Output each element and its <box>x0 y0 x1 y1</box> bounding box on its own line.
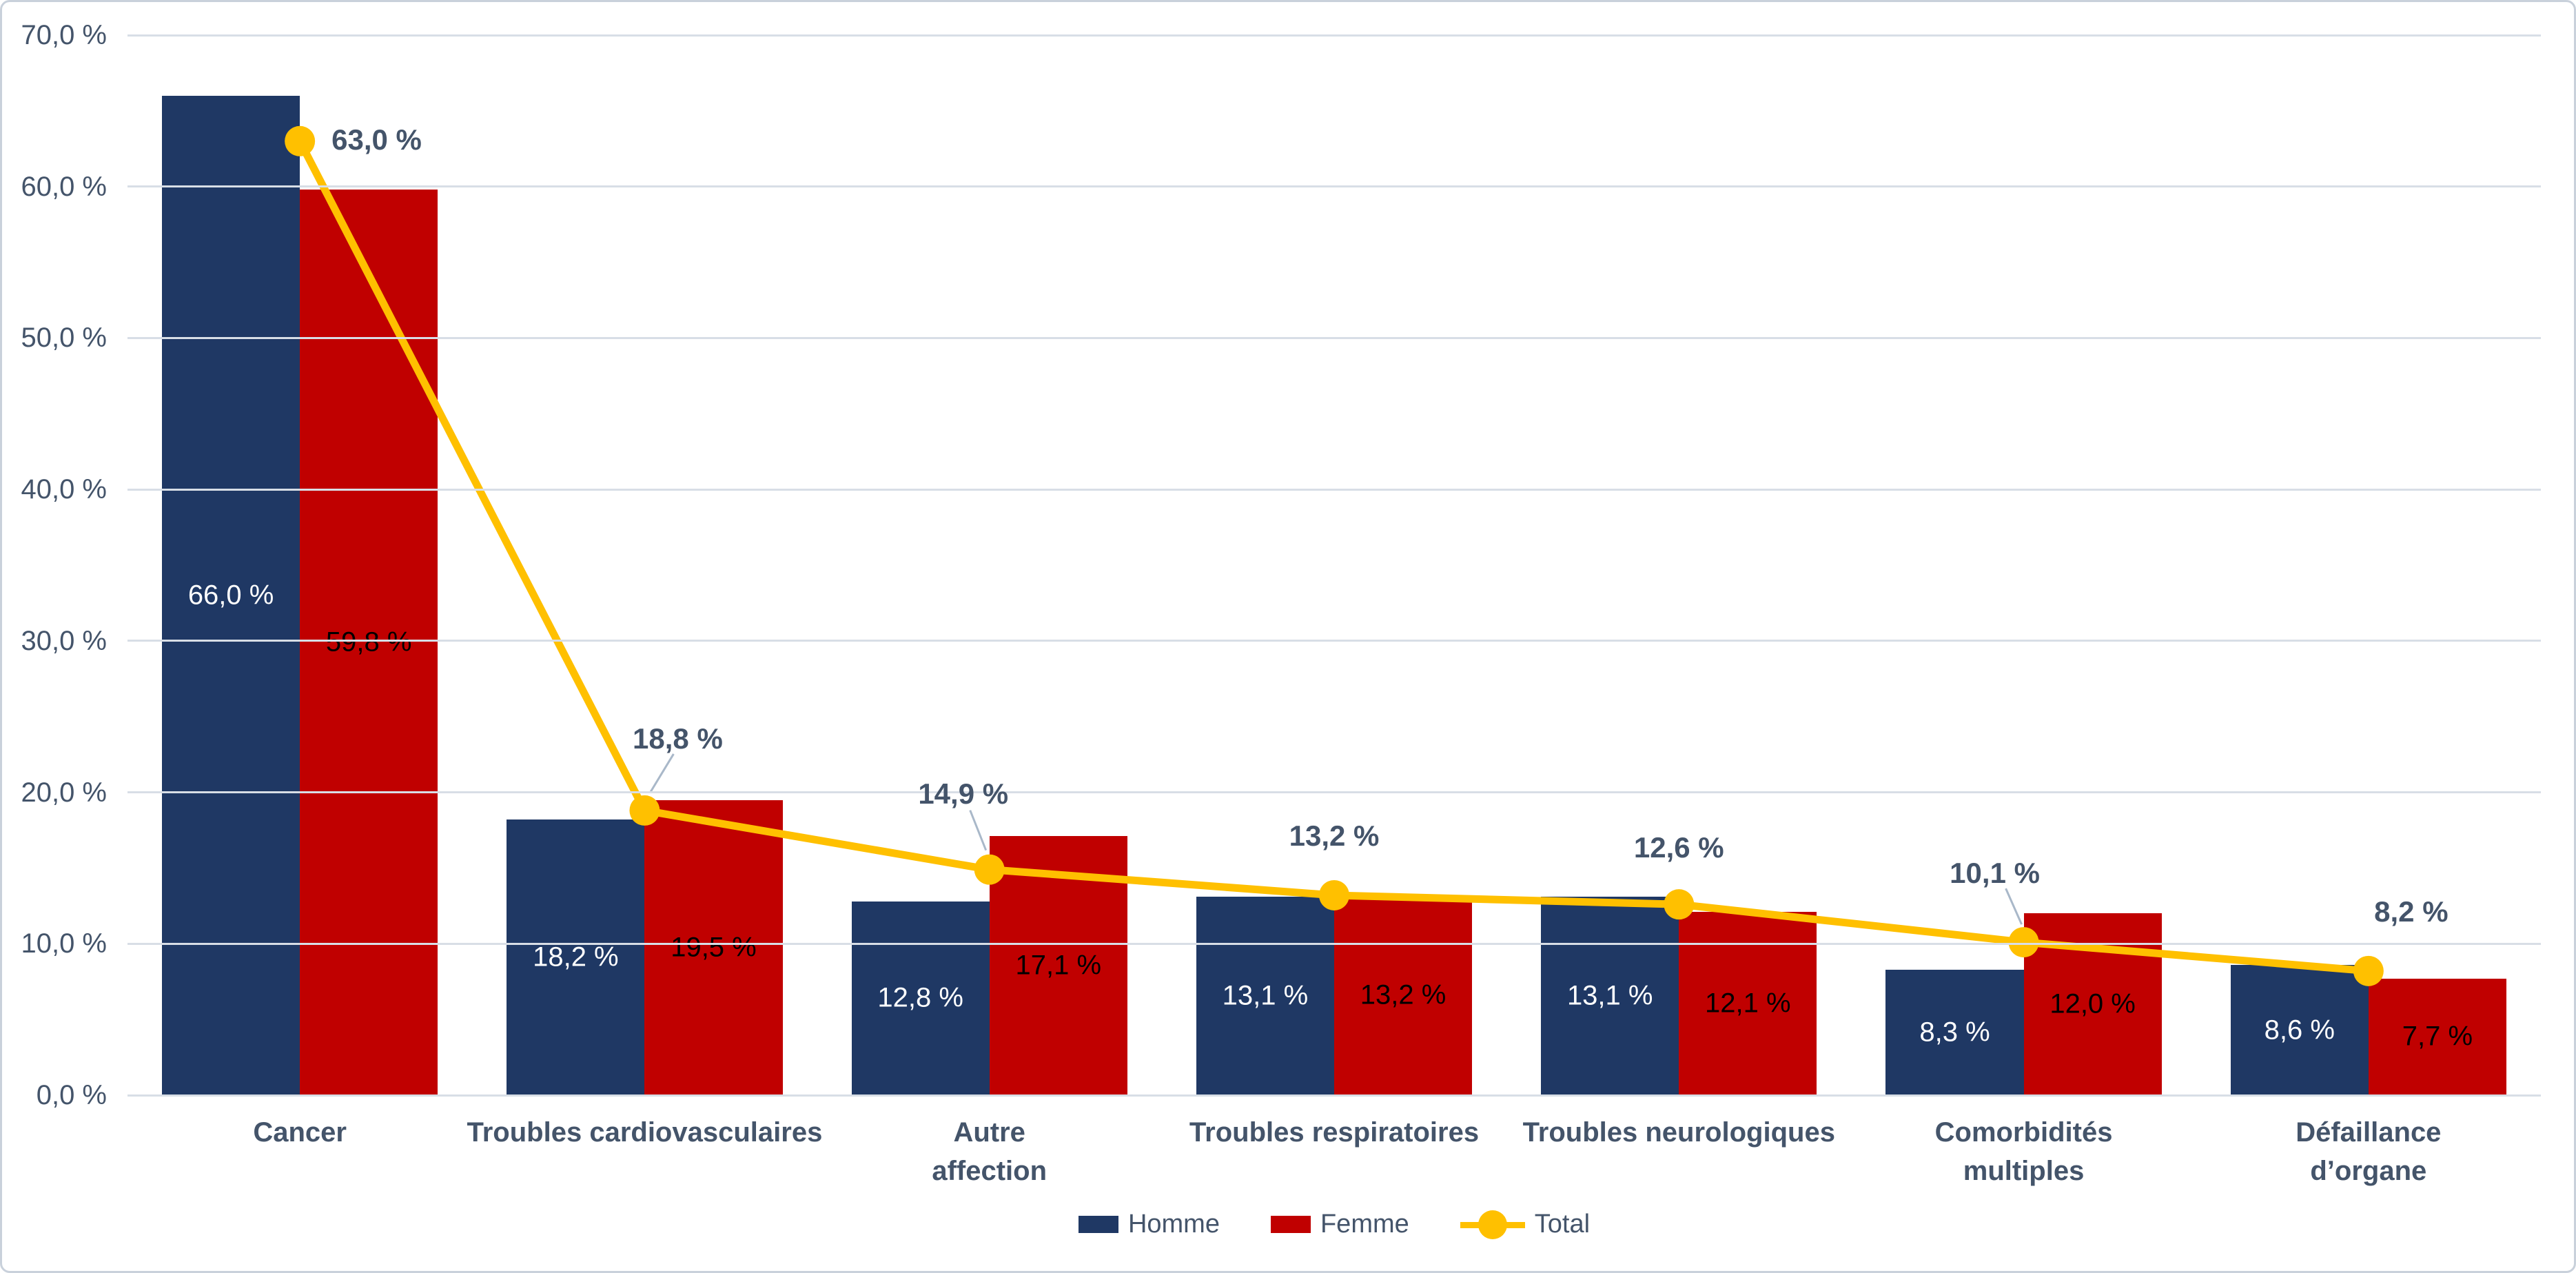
category-label: Cancer <box>253 1117 347 1148</box>
gridline <box>127 336 2541 339</box>
y-axis-tick-label: 0,0 % <box>36 1080 107 1110</box>
total-value-label: 12,6 % <box>1633 831 1724 864</box>
femme-bar-value-label: 59,8 % <box>325 627 412 658</box>
femme-bar: 12,0 % <box>2023 913 2162 1095</box>
category-slot: 18,2 % 19,5 % Troubles cardiovasculaires <box>467 35 822 1148</box>
bar-pair: 13,1 % 13,2 % <box>1162 35 1506 1095</box>
femme-bar-value-label: 19,5 % <box>671 932 757 963</box>
gridline <box>127 488 2541 491</box>
homme-bar: 66,0 % <box>162 95 300 1095</box>
homme-bar: 8,3 % <box>1885 969 2024 1095</box>
bar-pair: 8,3 % 12,0 % <box>1851 35 2196 1095</box>
homme-bar-value-label: 8,3 % <box>1919 1017 1990 1048</box>
bar-pair: 18,2 % 19,5 % <box>472 35 817 1095</box>
category-slot: 13,1 % 13,2 % Troubles respiratoires <box>1162 35 1506 1148</box>
category-label: Troubles respiratoires <box>1189 1117 1480 1148</box>
homme-bar-value-label: 66,0 % <box>187 580 274 611</box>
bar-pair: 8,6 % 7,7 % <box>2196 35 2541 1095</box>
legend: Homme Femme Total <box>127 1210 2541 1239</box>
category-slot: 8,6 % 7,7 % Défaillance d’organe <box>2196 35 2541 1186</box>
legend-label: Homme <box>1127 1210 1220 1239</box>
homme-bar-value-label: 8,6 % <box>2264 1015 2335 1046</box>
homme-bar-value-label: 12,8 % <box>877 982 963 1013</box>
legend-label: Femme <box>1320 1210 1409 1239</box>
category-label: Défaillance d’organe <box>2296 1117 2442 1186</box>
y-axis-tick-label: 10,0 % <box>21 928 107 959</box>
bar-pair: 12,8 % 17,1 % <box>817 35 1162 1095</box>
homme-bar: 8,6 % <box>2230 965 2369 1095</box>
homme-bar-value-label: 13,1 % <box>1222 980 1309 1011</box>
legend-item-total: Total <box>1460 1210 1590 1239</box>
bar-groups: 66,0 % 59,8 % Cancer 18,2 % 19,5 % Troubles c… <box>127 35 2541 1186</box>
total-value-label: 10,1 % <box>1950 857 2040 890</box>
total-value-label: 63,0 % <box>331 123 422 156</box>
y-axis-tick-label: 50,0 % <box>21 323 107 354</box>
y-axis-tick-label: 30,0 % <box>21 625 107 656</box>
femme-bar-value-label: 13,2 % <box>1360 979 1447 1010</box>
y-axis-tick-label: 20,0 % <box>21 777 107 808</box>
gridline <box>127 1094 2541 1097</box>
femme-bar: 19,5 % <box>644 800 783 1095</box>
y-axis-tick-label: 60,0 % <box>21 171 107 202</box>
category-slot: 13,1 % 12,1 % Troubles neurologiques <box>1506 35 1851 1148</box>
bar-pair: 13,1 % 12,1 % <box>1506 35 1851 1095</box>
gridline <box>127 34 2541 37</box>
legend-label: Total <box>1534 1210 1591 1239</box>
femme-bar-value-label: 17,1 % <box>1015 950 1102 981</box>
femme-bar: 17,1 % <box>989 836 1127 1095</box>
category-label: Troubles neurologiques <box>1522 1117 1835 1148</box>
category-slot: 8,3 % 12,0 % Comorbidités multiples <box>1851 35 2196 1186</box>
femme-bar-value-label: 12,0 % <box>2049 988 2136 1019</box>
total-value-label: 18,8 % <box>633 722 723 755</box>
bar-pair: 66,0 % 59,8 % <box>127 35 472 1095</box>
gridline <box>127 942 2541 945</box>
femme-bar-value-label: 12,1 % <box>1705 988 1791 1019</box>
category-label: Troubles cardiovasculaires <box>467 1117 823 1148</box>
femme-legend-swatch <box>1270 1216 1311 1233</box>
legend-item-femme: Femme <box>1270 1210 1409 1239</box>
total-value-label: 8,2 % <box>2374 895 2449 928</box>
category-slot: 12,8 % 17,1 % Autre affection <box>817 35 1162 1186</box>
total-value-label: 14,9 % <box>918 777 1009 810</box>
legend-line-marker <box>1478 1210 1507 1239</box>
gridline <box>127 185 2541 188</box>
y-axis-tick-label: 70,0 % <box>21 20 107 50</box>
total-value-label: 13,2 % <box>1289 819 1380 852</box>
femme-bar-value-label: 7,7 % <box>2402 1021 2473 1052</box>
category-slot: 66,0 % 59,8 % Cancer <box>127 35 472 1148</box>
legend-item-homme: Homme <box>1078 1210 1220 1239</box>
category-label: Autre affection <box>932 1117 1047 1186</box>
total-legend-line-swatch <box>1460 1210 1525 1239</box>
homme-bar-value-label: 13,1 % <box>1566 980 1653 1011</box>
femme-bar: 13,2 % <box>1333 895 1473 1095</box>
gridline <box>127 791 2541 794</box>
femme-bar: 12,1 % <box>1679 912 1817 1095</box>
gridline <box>127 640 2541 642</box>
homme-bar: 12,8 % <box>851 901 990 1095</box>
plot-area: 66,0 % 59,8 % Cancer 18,2 % 19,5 % Troubles c… <box>127 34 2541 1186</box>
category-label: Comorbidités multiples <box>1934 1117 2113 1186</box>
y-axis-tick-label: 40,0 % <box>21 474 107 505</box>
femme-bar: 7,7 % <box>2368 978 2506 1095</box>
femme-bar: 59,8 % <box>300 190 438 1095</box>
homme-legend-swatch <box>1078 1216 1118 1233</box>
